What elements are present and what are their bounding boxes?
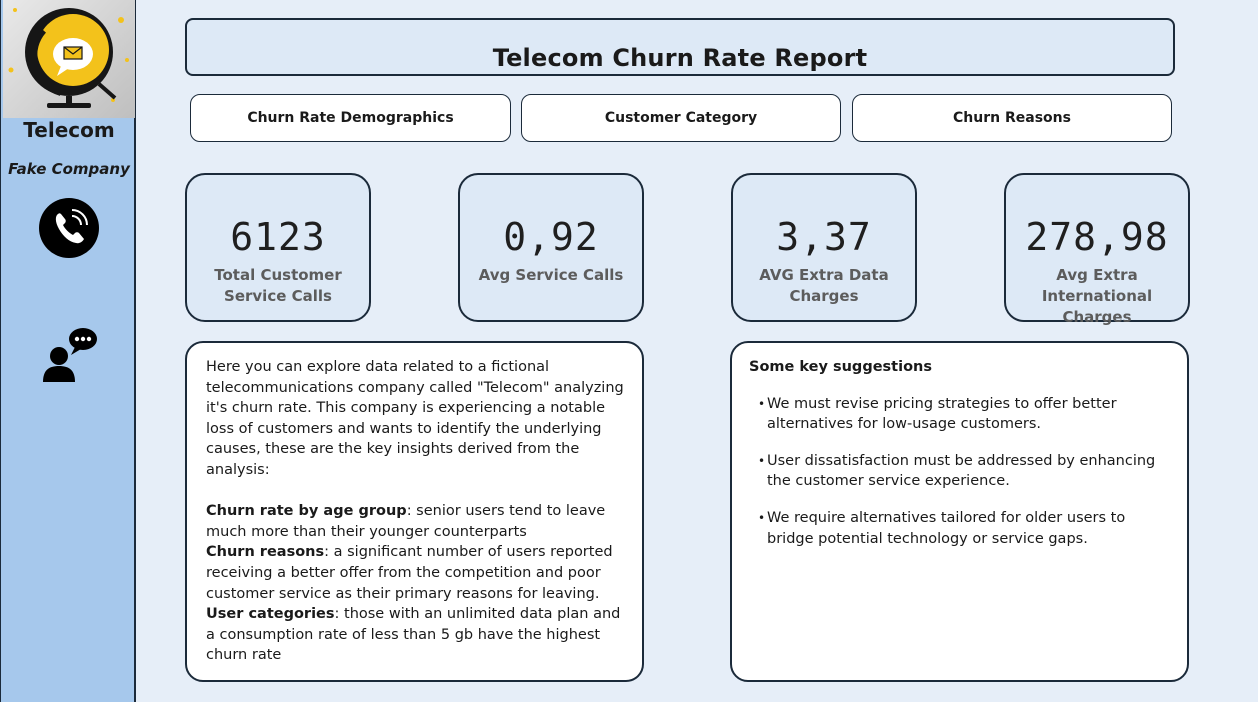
insight-text: : a significant number of users reported… (206, 544, 613, 602)
sidebar: Telecom Fake Company (0, 0, 136, 702)
kpi-label: Total Customer Service Calls (214, 266, 342, 305)
insight-text: : those with an unlimited data plan and … (206, 606, 621, 664)
insight-title: Churn reasons (206, 544, 325, 561)
kpi-value: 278,98 (1025, 215, 1169, 259)
brand-title: Telecom (23, 118, 115, 142)
support-chat-icon[interactable] (39, 326, 99, 386)
suggestions-panel: Some key suggestions We must revise pric… (730, 341, 1189, 682)
page-title: Telecom Churn Rate Report (492, 44, 868, 72)
kpi-value: 3,37 (776, 215, 872, 259)
suggestion-item: We require alternatives tailored for old… (749, 508, 1171, 549)
kpi-label: AVG Extra Data Charges (759, 266, 889, 305)
intro-text: Here you can explore data related to a f… (206, 359, 624, 478)
insight-text: : senior users tend to leave much more t… (206, 503, 606, 540)
report-header: Telecom Churn Rate Report (185, 18, 1175, 76)
kpi-label: Avg Extra International Charges (1041, 266, 1153, 326)
insight-item: Churn reasons: a significant number of u… (206, 542, 626, 604)
nav-button-customer-category[interactable]: Customer Category (521, 94, 841, 142)
kpi-card-avg-service-calls: 0,92 Avg Service Calls (458, 173, 644, 322)
phone-icon[interactable] (39, 198, 99, 258)
suggestion-item: We must revise pricing strategies to off… (749, 394, 1171, 435)
insight-title: User categories (206, 606, 335, 623)
logo-globe-icon (8, 8, 129, 108)
brand-subtitle: Fake Company (8, 160, 130, 178)
kpi-card-avg-extra-international-charges: 278,98 Avg Extra International Charges (1004, 173, 1190, 326)
suggestions-title: Some key suggestions (749, 359, 932, 375)
insight-item: Churn rate by age group: senior users te… (206, 501, 626, 542)
kpi-card-total-service-calls: 6123 Total Customer Service Calls (185, 173, 371, 322)
kpi-label: Avg Service Calls (478, 266, 624, 284)
company-logo (3, 0, 135, 118)
kpi-value: 0,92 (503, 215, 599, 259)
kpi-card-avg-extra-data-charges: 3,37 AVG Extra Data Charges (731, 173, 917, 322)
insight-item: User categories: those with an unlimited… (206, 604, 626, 666)
nav-button-churn-reasons[interactable]: Churn Reasons (852, 94, 1172, 142)
insight-title: Churn rate by age group (206, 503, 407, 520)
nav-button-churn-rate-demographics[interactable]: Churn Rate Demographics (190, 94, 511, 142)
intro-panel: Here you can explore data related to a f… (185, 341, 644, 682)
suggestion-item: User dissatisfaction must be addressed b… (749, 451, 1171, 492)
suggestions-list: We must revise pricing strategies to off… (749, 394, 1171, 550)
kpi-value: 6123 (230, 215, 326, 259)
